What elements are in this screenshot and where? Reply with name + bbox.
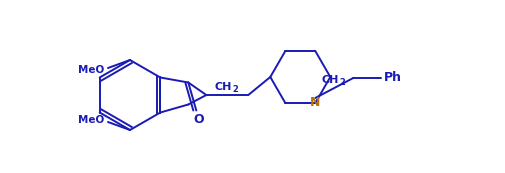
Text: Ph: Ph <box>384 71 401 84</box>
Text: CH: CH <box>214 82 231 92</box>
Text: CH: CH <box>321 75 338 85</box>
Text: 2: 2 <box>339 79 344 88</box>
Text: N: N <box>310 97 320 110</box>
Text: MeO: MeO <box>78 65 104 75</box>
Text: 2: 2 <box>232 85 238 94</box>
Text: O: O <box>192 113 203 126</box>
Text: MeO: MeO <box>78 115 104 125</box>
